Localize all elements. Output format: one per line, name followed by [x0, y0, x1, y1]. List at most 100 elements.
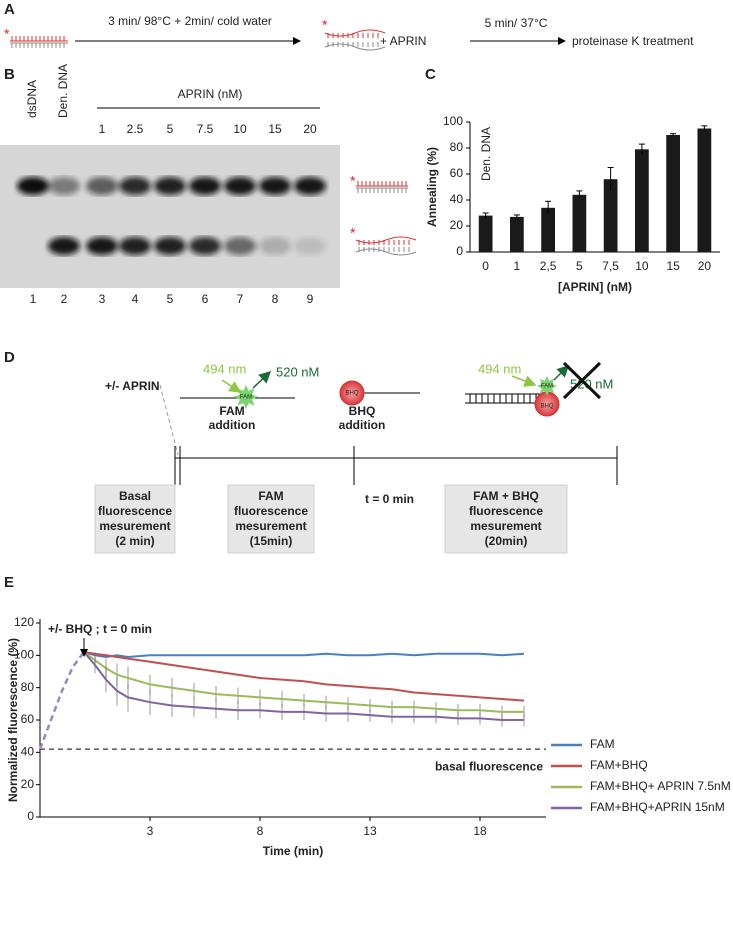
y-tick-label: 100 [443, 114, 463, 128]
concentration: 10 [233, 122, 247, 136]
label: + APRIN [380, 34, 426, 48]
gel-band [189, 237, 221, 255]
gel-band [189, 177, 221, 195]
lane-number: 3 [99, 292, 106, 306]
box-text: Basal [119, 489, 151, 503]
label: APRIN (nM) [178, 87, 243, 101]
label: BHQ [345, 391, 358, 397]
y-tick-label: 20 [450, 218, 464, 232]
gel-band [224, 237, 256, 255]
asterisk: * [350, 173, 356, 189]
panel-label: B [4, 66, 15, 83]
label: FAM [219, 404, 244, 418]
box-text: fluorescence [469, 504, 543, 518]
gel-band [154, 177, 186, 195]
x-tick-label: 7,5 [602, 259, 619, 273]
cross [562, 361, 602, 400]
label: +/- APRIN [105, 379, 160, 393]
bar [635, 149, 649, 252]
gel-band [294, 177, 326, 195]
annotation: Den. DNA [479, 127, 493, 181]
arrow [252, 370, 272, 389]
gel-band [48, 237, 80, 255]
gel-band [48, 177, 80, 195]
lane-number: 2 [61, 292, 68, 306]
bhq-ball [339, 380, 365, 406]
fam-star [537, 376, 557, 396]
legend-label: FAM+BHQ+ APRIN 7.5nM [590, 779, 731, 793]
arrow [511, 375, 537, 387]
label: t = 0 min [365, 492, 414, 506]
concentration: 2.5 [127, 122, 144, 136]
x-axis-label: [APRIN] (nM) [558, 280, 632, 294]
y-tick-label: 120 [14, 615, 34, 629]
y-tick-label: 80 [21, 680, 35, 694]
legend-label: FAM+BHQ [590, 758, 648, 772]
lane-number: 6 [202, 292, 209, 306]
label: 494 nm [478, 361, 521, 376]
y-axis-label: Normalized fluorescence (%) [6, 638, 20, 802]
x-tick-label: 10 [635, 259, 649, 273]
panel-label: E [4, 574, 14, 591]
box-text: (15min) [250, 534, 293, 548]
strand [355, 236, 417, 244]
asterisk: * [4, 26, 10, 42]
bar [603, 179, 618, 252]
lane-number: 7 [237, 292, 244, 306]
y-tick-label: 40 [21, 745, 35, 759]
x-tick-label: 5 [576, 259, 583, 273]
legend-label: FAM+BHQ+APRIN 15nM [590, 800, 725, 814]
x-tick-label: 18 [473, 824, 487, 838]
gel-band [259, 177, 291, 195]
y-tick-label: 0 [27, 809, 34, 823]
concentration: 7.5 [197, 122, 214, 136]
label: BHQ [349, 404, 376, 418]
bar [510, 216, 524, 252]
box-text: FAM + BHQ [473, 489, 539, 503]
label: 520 nM [276, 364, 319, 379]
y-tick-label: 0 [456, 244, 463, 258]
bar [572, 194, 587, 252]
y-tick-label: 60 [450, 166, 464, 180]
concentration: 1 [99, 122, 106, 136]
legend-label: FAM [590, 737, 615, 751]
y-axis-label: Annealing (%) [425, 147, 439, 227]
asterisk: * [322, 17, 328, 33]
strand [324, 29, 386, 37]
line [83, 651, 524, 721]
arrow [553, 364, 570, 381]
x-tick-label: 2,5 [540, 259, 557, 273]
rise-line [38, 651, 85, 750]
baseline-label: basal fluorescence [435, 759, 543, 773]
x-tick-label: 20 [698, 259, 712, 273]
dashed-line [159, 384, 179, 456]
lane-label: Den. DNA [56, 64, 70, 118]
gel-band [119, 237, 151, 255]
lane-number: 1 [30, 292, 37, 306]
x-tick-label: 1 [514, 259, 521, 273]
box-text: fluorescence [234, 504, 308, 518]
gel-band [17, 177, 49, 195]
box-text: (2 min) [115, 534, 154, 548]
box-text: FAM [258, 489, 283, 503]
x-tick-label: 13 [363, 824, 377, 838]
label: proteinase K treatment [572, 34, 694, 48]
line [83, 651, 524, 713]
box-text: mesurement [470, 519, 541, 533]
x-axis-label: Time (min) [263, 844, 323, 858]
gel [0, 145, 340, 288]
line [83, 651, 525, 659]
label: 494 nm [203, 361, 246, 376]
x-tick-label: 8 [257, 824, 264, 838]
info-box [227, 484, 315, 554]
gel-band [86, 237, 118, 255]
box-text: (20min) [485, 534, 528, 548]
x-tick-label: 15 [666, 259, 680, 273]
lane-number: 5 [167, 292, 174, 306]
gel-band [154, 237, 186, 255]
box-text: mesurement [99, 519, 170, 533]
bar [541, 207, 555, 252]
label: BHQ [540, 404, 553, 410]
y-tick-label: 20 [21, 777, 35, 791]
